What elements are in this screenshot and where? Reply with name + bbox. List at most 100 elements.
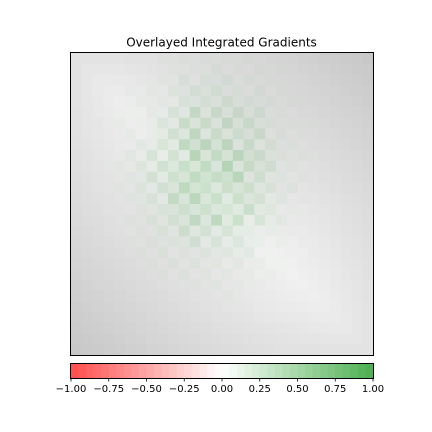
heatmap-cell bbox=[254, 311, 266, 324]
colorbar-segment bbox=[357, 364, 366, 378]
heatmap-cell bbox=[81, 301, 93, 313]
heatmap-cell bbox=[124, 204, 137, 216]
heatmap-cell bbox=[103, 128, 115, 140]
heatmap-cell bbox=[81, 160, 93, 173]
heatmap-cell bbox=[81, 333, 93, 345]
heatmap-cell bbox=[265, 225, 277, 237]
heatmap-cell bbox=[362, 53, 374, 65]
heatmap-cell bbox=[178, 214, 191, 226]
heatmap-cell bbox=[114, 160, 126, 173]
heatmap-cell bbox=[135, 139, 147, 151]
heatmap-cell bbox=[275, 214, 288, 226]
heatmap-cell bbox=[286, 53, 298, 65]
heatmap-cell bbox=[222, 74, 234, 86]
heatmap-cell bbox=[329, 311, 342, 324]
heatmap-cell bbox=[254, 301, 266, 313]
heatmap-cell bbox=[329, 74, 342, 86]
heatmap-cell bbox=[286, 96, 298, 108]
heatmap-cell bbox=[114, 268, 126, 280]
heatmap-cell bbox=[222, 160, 234, 173]
heatmap-cell bbox=[265, 106, 277, 119]
heatmap-cell bbox=[265, 85, 277, 97]
heatmap-cell bbox=[243, 225, 255, 237]
heatmap-cell bbox=[243, 53, 255, 65]
heatmap-cell bbox=[114, 225, 126, 237]
heatmap-cell bbox=[211, 171, 223, 183]
heatmap-cell bbox=[157, 63, 169, 75]
heatmap-cell bbox=[329, 290, 342, 302]
heatmap-cell bbox=[103, 247, 115, 259]
heatmap-cell bbox=[275, 128, 288, 140]
heatmap-cell bbox=[81, 268, 93, 280]
heatmap-cell bbox=[92, 204, 104, 216]
heatmap-cell bbox=[146, 236, 158, 248]
heatmap-cell bbox=[103, 150, 115, 162]
heatmap-cell bbox=[178, 171, 191, 183]
heatmap-cell bbox=[168, 182, 180, 194]
heatmap-cell bbox=[297, 117, 309, 129]
heatmap-cell bbox=[329, 301, 342, 313]
heatmap-cell bbox=[189, 236, 201, 248]
heatmap-cell bbox=[319, 204, 331, 216]
heatmap-cell bbox=[329, 333, 342, 345]
heatmap-cell bbox=[211, 53, 223, 65]
heatmap-cell bbox=[124, 85, 137, 97]
heatmap-cell bbox=[168, 214, 180, 226]
colorbar-segment bbox=[305, 364, 313, 378]
heatmap-cell bbox=[275, 85, 288, 97]
heatmap-cell bbox=[189, 171, 201, 183]
heatmap-cell bbox=[297, 301, 309, 313]
heatmap-cell bbox=[103, 225, 115, 237]
heatmap-cell bbox=[189, 106, 201, 119]
heatmap-cell bbox=[200, 96, 212, 108]
heatmap-cell bbox=[297, 160, 309, 173]
heatmap-cell bbox=[351, 257, 363, 270]
heatmap-cell bbox=[92, 333, 104, 345]
heatmap-cell bbox=[319, 160, 331, 173]
heatmap-cell bbox=[135, 160, 147, 173]
heatmap-cell bbox=[114, 311, 126, 324]
heatmap-cell bbox=[178, 139, 191, 151]
heatmap-cell bbox=[308, 257, 320, 270]
heatmap-cell bbox=[200, 322, 212, 334]
heatmap-cell bbox=[135, 290, 147, 302]
heatmap-cell bbox=[297, 225, 309, 237]
heatmap-cell bbox=[362, 247, 374, 259]
heatmap-cell bbox=[124, 139, 137, 151]
heatmap-cell bbox=[243, 214, 255, 226]
heatmap-cell bbox=[189, 74, 201, 86]
colorbar-segment bbox=[289, 364, 298, 378]
heatmap-cell bbox=[254, 53, 266, 65]
heatmap-cell bbox=[146, 322, 158, 334]
heatmap-cell bbox=[135, 128, 147, 140]
heatmap-cell bbox=[135, 204, 147, 216]
heatmap-cell bbox=[254, 193, 266, 205]
heatmap-cell bbox=[114, 85, 126, 97]
heatmap-cell bbox=[200, 85, 212, 97]
heatmap-cell bbox=[114, 74, 126, 86]
heatmap-cell bbox=[275, 63, 288, 75]
heatmap-cell bbox=[319, 301, 331, 313]
heatmap-cell bbox=[254, 225, 266, 237]
heatmap-cell bbox=[362, 225, 374, 237]
heatmap-cell bbox=[200, 344, 212, 356]
heatmap-cell bbox=[275, 204, 288, 216]
heatmap-cell bbox=[124, 344, 137, 356]
heatmap-cell bbox=[319, 247, 331, 259]
heatmap-cell bbox=[168, 290, 180, 302]
heatmap-cell bbox=[243, 333, 255, 345]
heatmap-cell bbox=[308, 171, 320, 183]
heatmap-cell bbox=[92, 106, 104, 119]
heatmap-cell bbox=[340, 193, 352, 205]
heatmap-cell bbox=[265, 117, 277, 129]
heatmap-cell bbox=[211, 290, 223, 302]
heatmap-cell bbox=[71, 204, 83, 216]
heatmap-cell bbox=[222, 193, 234, 205]
heatmap-cell bbox=[103, 257, 115, 270]
heatmap-cell bbox=[265, 63, 277, 75]
heatmap-cell bbox=[92, 247, 104, 259]
colorbar-segment bbox=[335, 364, 344, 378]
heatmap-cell bbox=[286, 160, 298, 173]
heatmap-cell bbox=[362, 96, 374, 108]
heatmap-cell bbox=[103, 160, 115, 173]
